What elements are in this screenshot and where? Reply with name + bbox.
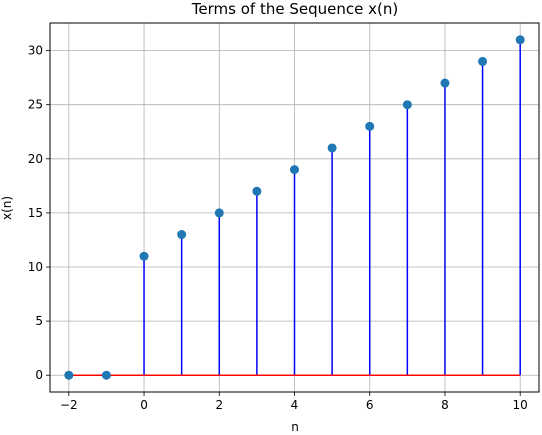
x-tick-label: 8 xyxy=(441,398,449,412)
data-point xyxy=(139,251,149,261)
y-tick-label: 20 xyxy=(28,152,43,166)
data-point xyxy=(177,230,187,240)
data-point xyxy=(515,35,525,45)
x-tick-label: 2 xyxy=(215,398,223,412)
data-point xyxy=(290,165,299,175)
y-tick-label: 25 xyxy=(28,98,43,112)
x-tick-label: 0 xyxy=(140,398,148,412)
chart-title: Terms of the Sequence x(n) xyxy=(191,0,398,18)
y-tick-label: 10 xyxy=(28,260,43,274)
x-tick-label: −2 xyxy=(60,398,78,412)
y-tick-label: 30 xyxy=(28,44,43,58)
data-point xyxy=(440,78,450,88)
x-axis-label: n xyxy=(291,420,299,434)
data-point xyxy=(402,100,412,110)
y-axis-ticks: 0 5 10 15 20 25 30 xyxy=(28,44,50,382)
data-point xyxy=(478,56,488,66)
y-tick-label: 0 xyxy=(35,368,43,382)
y-tick-label: 15 xyxy=(28,206,43,220)
data-point xyxy=(64,370,74,380)
stems xyxy=(143,39,521,376)
data-point xyxy=(365,121,375,131)
data-point xyxy=(327,143,337,153)
x-tick-label: 4 xyxy=(291,398,299,412)
x-tick-label: 6 xyxy=(366,398,374,412)
x-tick-label: 10 xyxy=(513,398,528,412)
y-axis-label: x(n) xyxy=(0,196,14,220)
markers xyxy=(64,35,525,380)
x-axis-ticks: −2 0 2 4 6 8 10 xyxy=(60,392,528,412)
y-tick-label: 5 xyxy=(35,314,43,328)
data-point xyxy=(252,186,262,196)
data-point xyxy=(214,208,224,218)
data-point xyxy=(101,370,111,380)
